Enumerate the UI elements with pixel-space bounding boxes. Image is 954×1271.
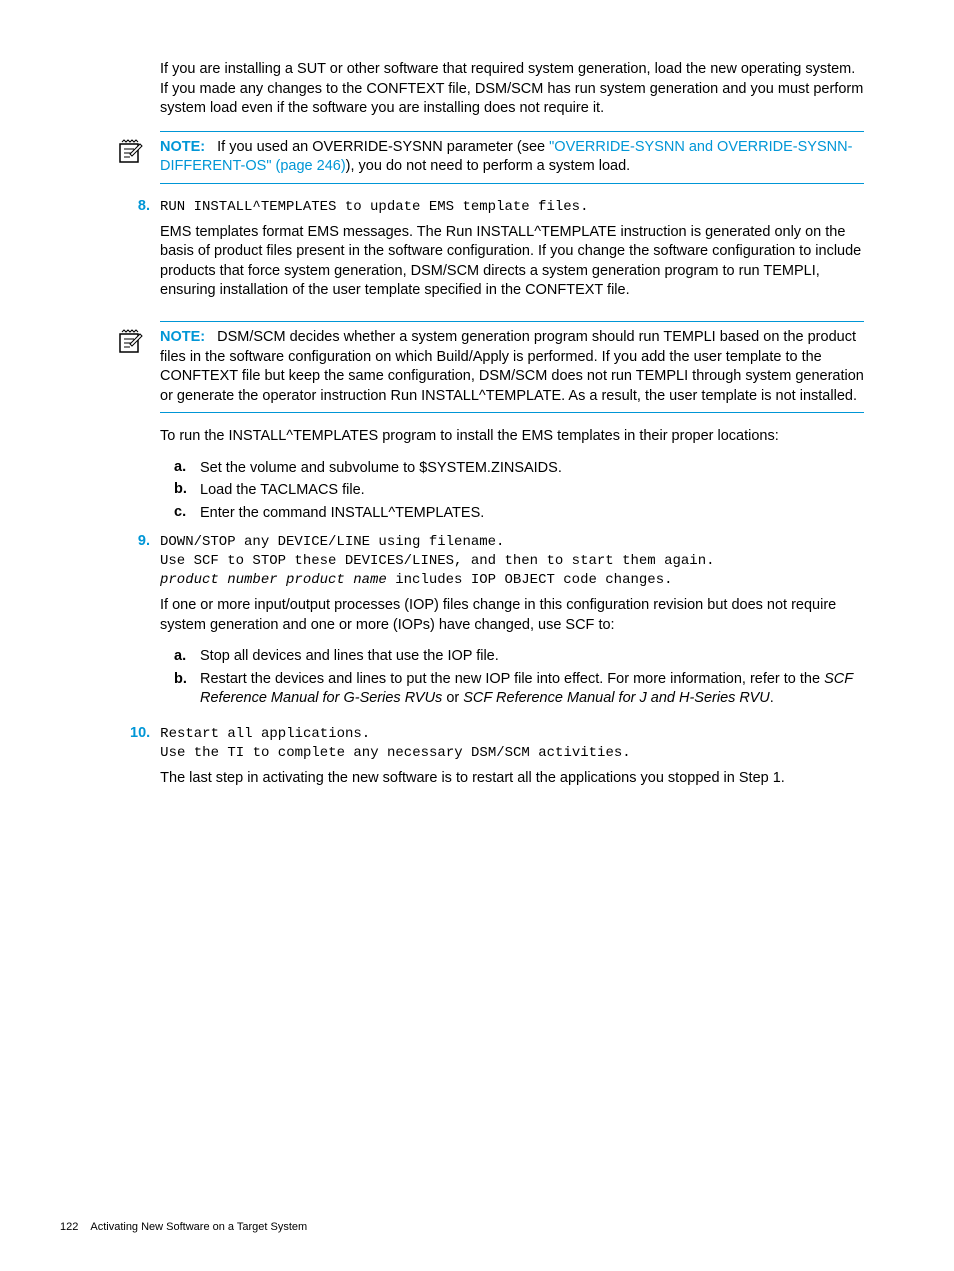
page-number: 122 — [60, 1221, 78, 1233]
note-1-text: NOTE:If you used an OVERRIDE-SYSNN param… — [160, 139, 852, 175]
note-icon — [116, 138, 144, 166]
step-9: 9. DOWN/STOP any DEVICE/LINE using filen… — [160, 533, 864, 718]
substep-a: a. Set the volume and subvolume to $SYST… — [160, 459, 864, 479]
step-8: 8. RUN INSTALL^TEMPLATES to update EMS t… — [160, 198, 864, 313]
intro-paragraph: If you are installing a SUT or other sof… — [160, 60, 864, 119]
substep-b: b. Load the TACLMACS file. — [160, 481, 864, 501]
step-10-code2: Use the TI to complete any necessary DSM… — [160, 744, 864, 763]
page-footer: 122 Activating New Software on a Target S… — [60, 1221, 307, 1233]
step-body: RUN INSTALL^TEMPLATES to update EMS temp… — [160, 198, 864, 313]
step-9-code1: DOWN/STOP any DEVICE/LINE using filename… — [160, 533, 864, 552]
substep-9a: a. Stop all devices and lines that use t… — [160, 647, 864, 667]
step-10-para: The last step in activating the new soft… — [160, 769, 864, 789]
note-2-text: NOTE:DSM/SCM decides whether a system ge… — [160, 329, 864, 404]
templates-section: To run the INSTALL^TEMPLATES program to … — [160, 427, 864, 523]
content-area: If you are installing a SUT or other sof… — [160, 60, 864, 800]
step-9-substeps: a. Stop all devices and lines that use t… — [160, 647, 864, 709]
note-block-1: NOTE:If you used an OVERRIDE-SYSNN param… — [160, 131, 864, 184]
step-body: Restart all applications. Use the TI to … — [160, 725, 864, 800]
substep-9b: b. Restart the devices and lines to put … — [160, 670, 864, 709]
substep-c: c. Enter the command INSTALL^TEMPLATES. — [160, 504, 864, 524]
step-9-para: If one or more input/output processes (I… — [160, 596, 864, 635]
step-10: 10. Restart all applications. Use the TI… — [160, 725, 864, 800]
step-number: 8. — [130, 198, 160, 313]
note-icon — [116, 328, 144, 356]
note-label: NOTE: — [160, 329, 205, 345]
step-number: 9. — [130, 533, 160, 718]
templates-intro: To run the INSTALL^TEMPLATES program to … — [160, 427, 864, 447]
footer-title: Activating New Software on a Target Syst… — [90, 1221, 307, 1233]
step-number: 10. — [130, 725, 160, 800]
note-block-2: NOTE:DSM/SCM decides whether a system ge… — [160, 321, 864, 413]
step-8-para: EMS templates format EMS messages. The R… — [160, 223, 864, 301]
step-8-code: RUN INSTALL^TEMPLATES to update EMS temp… — [160, 198, 864, 217]
note-label: NOTE: — [160, 139, 205, 155]
step-9-code3: product number product name includes IOP… — [160, 571, 864, 590]
step-body: DOWN/STOP any DEVICE/LINE using filename… — [160, 533, 864, 718]
step-9-code2: Use SCF to STOP these DEVICES/LINES, and… — [160, 552, 864, 571]
step-10-code1: Restart all applications. — [160, 725, 864, 744]
templates-steps: a. Set the volume and subvolume to $SYST… — [160, 459, 864, 524]
